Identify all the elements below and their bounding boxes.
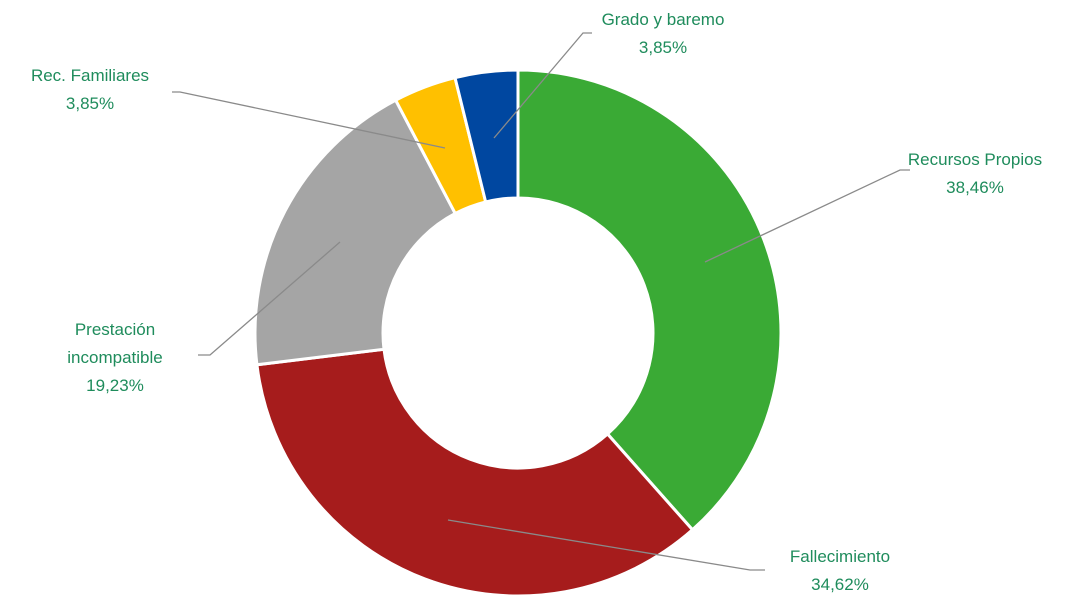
category-label: Rec. Familiares (30, 66, 150, 85)
leader-line (704, 169, 910, 263)
leader-line (172, 91, 446, 149)
leader-line (493, 32, 592, 139)
value-label: 3,85% (65, 94, 115, 113)
value-label: 34,62% (811, 575, 869, 594)
data-label: Rec. Familiares 3,85% (0, 62, 180, 118)
category-label: Recursos Propios (907, 150, 1043, 169)
value-label: 3,85% (638, 38, 688, 57)
leader-line (198, 241, 341, 356)
category-label: Grado y baremo (601, 10, 725, 29)
donut-slice (255, 347, 695, 596)
data-label: Recursos Propios 38,46% (875, 146, 1075, 202)
donut-slice (453, 68, 520, 204)
category-label: Fallecimiento (789, 547, 891, 566)
data-label: Fallecimiento 34,62% (740, 543, 940, 596)
value-label: 38,46% (946, 178, 1004, 197)
data-label: Grado y baremo 3,85% (563, 6, 763, 62)
data-label: Prestación incompatible 19,23% (50, 316, 180, 400)
leader-line (447, 519, 765, 571)
donut-slice (253, 98, 458, 367)
value-label: 19,23% (86, 376, 144, 395)
donut-slice (516, 68, 783, 532)
category-label: Prestación incompatible (67, 320, 163, 367)
